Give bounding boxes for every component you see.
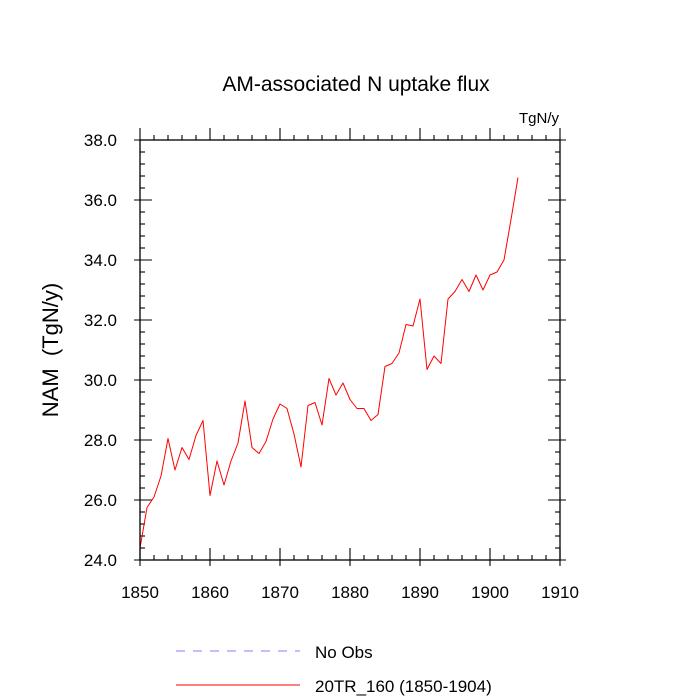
x-tick-label: 1900 xyxy=(471,583,509,602)
y-tick-label: 34.0 xyxy=(84,251,117,270)
y-tick-label: 24.0 xyxy=(84,551,117,570)
y-tick-label: 30.0 xyxy=(84,371,117,390)
x-tick-label: 1890 xyxy=(401,583,439,602)
plot-frame xyxy=(139,139,561,561)
y-tick-label: 28.0 xyxy=(84,431,117,450)
legend-label-no-obs: No Obs xyxy=(315,643,373,662)
y-tick-label: 26.0 xyxy=(84,491,117,510)
legend: No Obs 20TR_160 (1850-1904) xyxy=(176,643,492,696)
ticks-layer xyxy=(134,128,566,566)
units-label: TgN/y xyxy=(519,110,560,127)
chart-title: AM-associated N uptake flux xyxy=(222,73,490,96)
x-tick-label: 1850 xyxy=(121,583,159,602)
x-tick-label: 1910 xyxy=(541,583,579,602)
y-tick-label: 36.0 xyxy=(84,191,117,210)
y-tick-label: 32.0 xyxy=(84,311,117,330)
x-tick-label: 1860 xyxy=(191,583,229,602)
y-axis-label: NAM (TgN/y) xyxy=(38,283,63,417)
plot-layer xyxy=(139,177,519,549)
series-line-20tr-160 xyxy=(139,177,519,549)
x-tick-label: 1880 xyxy=(331,583,369,602)
legend-label-20tr-160: 20TR_160 (1850-1904) xyxy=(315,677,492,696)
labels-layer: 1850 1860 1870 1880 1890 1900 1910 24.0 26.0 28.0… xyxy=(84,131,579,602)
x-tick-label: 1870 xyxy=(261,583,299,602)
y-tick-label: 38.0 xyxy=(84,131,117,150)
